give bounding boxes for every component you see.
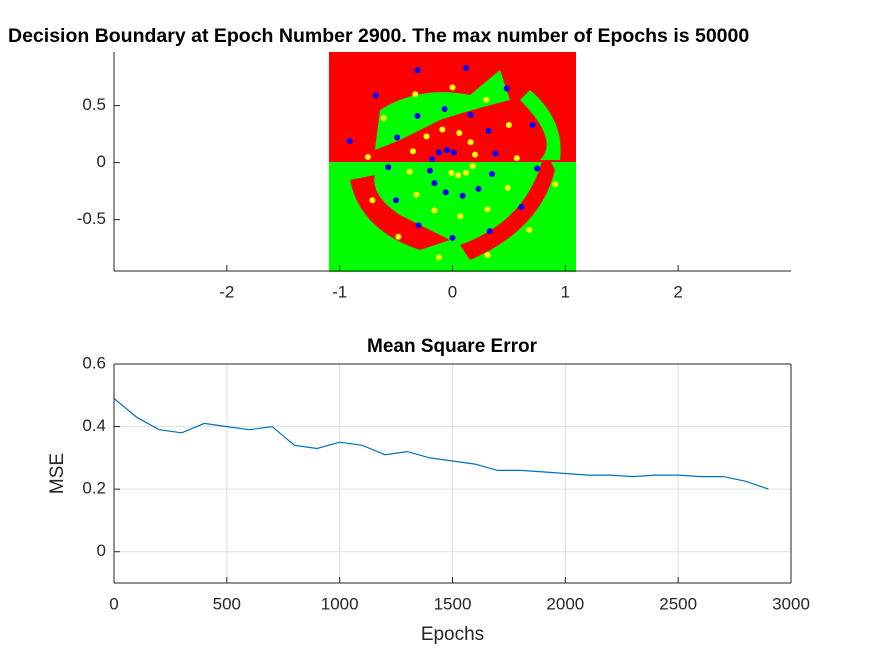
- point: [435, 254, 442, 261]
- point: [469, 163, 476, 170]
- point: [457, 213, 464, 220]
- point: [395, 233, 402, 240]
- point: [423, 133, 430, 140]
- point: [485, 127, 492, 134]
- point: [449, 84, 456, 91]
- point: [394, 134, 401, 141]
- x-tick-label: -1: [332, 282, 347, 301]
- point: [431, 180, 438, 187]
- point: [415, 222, 422, 229]
- point: [459, 192, 466, 199]
- point: [435, 149, 442, 156]
- point: [385, 164, 392, 171]
- point: [441, 106, 448, 113]
- chart-title: Mean Square Error: [367, 336, 538, 357]
- point: [412, 91, 419, 98]
- point: [429, 156, 436, 163]
- point: [450, 149, 457, 156]
- x-tick-label: 3000: [772, 594, 810, 613]
- point: [443, 147, 450, 154]
- chart-title: Decision Boundary at Epoch Number 2900. …: [8, 25, 749, 47]
- x-tick-label: -2: [219, 282, 234, 301]
- point: [372, 92, 379, 99]
- point: [526, 226, 533, 233]
- y-tick-label: -0.5: [77, 209, 106, 228]
- x-tick-label: 2: [673, 282, 682, 301]
- point: [410, 148, 417, 155]
- point: [369, 197, 376, 204]
- y-tick-label: 0: [97, 541, 106, 560]
- x-tick-label: 2500: [659, 594, 697, 613]
- x-tick-label: 1: [561, 282, 570, 301]
- x-tick-label: 1000: [321, 594, 359, 613]
- point: [467, 111, 474, 118]
- point: [463, 64, 470, 71]
- point: [475, 185, 482, 192]
- point: [484, 206, 491, 213]
- point: [518, 204, 525, 211]
- point: [346, 137, 353, 144]
- x-tick-label: 0: [109, 594, 118, 613]
- x-tick-label: 2000: [546, 594, 584, 613]
- x-axis-label: Epochs: [421, 624, 484, 645]
- point: [488, 171, 495, 178]
- point: [467, 139, 474, 146]
- y-tick-label: 0.6: [82, 353, 106, 372]
- region-swirl: [350, 175, 450, 250]
- point: [449, 234, 456, 241]
- point: [448, 169, 455, 176]
- y-tick-label: 0.5: [82, 95, 106, 114]
- line: [113, 397, 769, 490]
- point: [364, 153, 371, 160]
- point: [486, 228, 493, 235]
- point: [439, 126, 446, 133]
- point: [504, 184, 511, 191]
- point: [426, 167, 433, 174]
- point: [463, 169, 470, 176]
- point: [534, 165, 541, 172]
- region-swirl: [520, 90, 561, 160]
- point: [442, 189, 449, 196]
- point: [414, 67, 421, 74]
- point: [552, 181, 559, 188]
- x-tick-label: 1500: [434, 594, 472, 613]
- point: [456, 129, 463, 136]
- point: [503, 85, 510, 92]
- point: [393, 197, 400, 204]
- x-tick-label: 0: [448, 282, 457, 301]
- point: [505, 122, 512, 128]
- decision-regions: [329, 52, 576, 272]
- x-tick-label: 500: [213, 594, 241, 613]
- point: [513, 155, 520, 162]
- point: [529, 122, 536, 128]
- region-swirl: [460, 150, 555, 260]
- point: [413, 191, 420, 198]
- point: [472, 151, 479, 158]
- point: [414, 112, 421, 119]
- y-tick-label: 0.2: [82, 479, 106, 498]
- y-tick-label: 0.4: [82, 416, 106, 435]
- point: [483, 96, 490, 103]
- y-tick-label: 0: [97, 152, 106, 171]
- point: [484, 252, 491, 259]
- point: [455, 172, 462, 179]
- point: [431, 207, 438, 214]
- point: [492, 150, 499, 157]
- y-axis-label: MSE: [47, 453, 68, 494]
- point: [406, 168, 413, 175]
- point: [380, 115, 387, 122]
